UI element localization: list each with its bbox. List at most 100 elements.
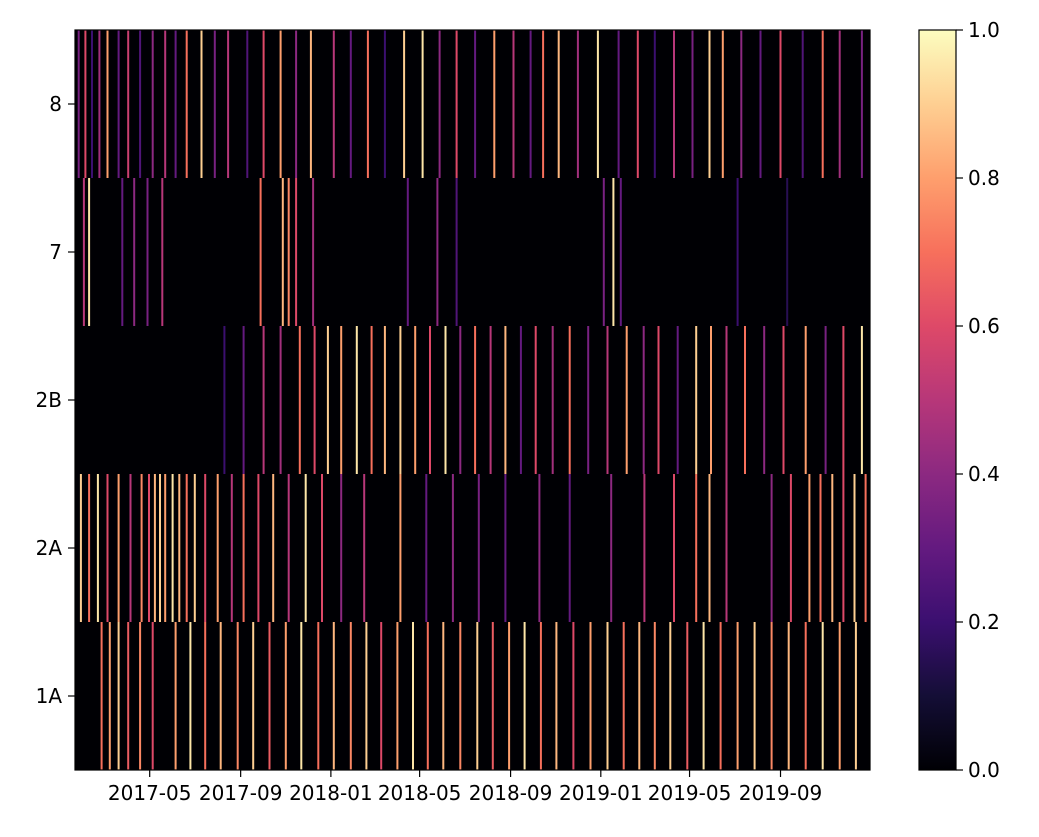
heatmap-stripe-8-41 [708,30,711,178]
heatmap-stripe-7-5 [161,178,164,326]
heatmap-stripe-1a-31 [572,622,575,770]
heatmap-plot-area [75,30,870,770]
heatmap-stripe-2a-26 [399,474,402,622]
heatmap-stripe-8-27 [455,30,458,178]
heatmap-stripe-8-32 [542,30,545,178]
heatmap-stripe-2a-40 [789,474,792,622]
heatmap-stripe-2b-10 [383,326,386,474]
heatmap-stripe-8-37 [636,30,639,178]
heatmap-stripe-1a-20 [396,622,399,770]
heatmap-stripe-1a-42 [753,622,756,770]
heatmap-stripe-8-34 [576,30,579,178]
heatmap-stripe-1a-37 [669,622,672,770]
x-tick-label-3: 2018-05 [378,781,462,805]
heatmap-stripe-7-2 [121,178,124,326]
heatmap-stripe-8-17 [279,30,282,178]
heatmap-stripe-2a-9 [159,474,161,622]
heatmap-stripe-2b-6 [326,326,329,474]
heatmap-stripe-8-47 [821,30,824,178]
heatmap-stripe-1a-26 [491,622,494,770]
heatmap-stripe-8-0 [77,30,80,178]
heatmap-stripe-2b-25 [625,326,628,474]
x-tick-label-0: 2017-05 [108,781,192,805]
heatmap-stripe-2a-46 [864,474,867,622]
heatmap-stripe-2b-34 [782,326,785,474]
heatmap-stripe-8-18 [295,30,298,178]
heatmap-stripe-1a-7 [189,622,192,770]
heatmap-stripe-2a-30 [504,474,507,622]
heatmap-stripe-1a-2 [117,622,120,770]
heatmap-stripe-2b-8 [355,326,358,474]
heatmap-stripe-2b-26 [642,326,645,474]
heatmap-stripe-2a-13 [185,474,188,622]
heatmap-stripe-2b-31 [725,326,728,474]
heatmap-stripe-2a-2 [96,474,99,622]
heatmap-stripe-2b-14 [444,326,447,474]
heatmap-stripe-2a-45 [853,474,856,622]
heatmap-stripe-1a-14 [300,622,303,770]
heatmap-stripe-1a-46 [821,622,824,770]
x-tick-label-2: 2018-01 [289,781,373,805]
heatmap-stripe-1a-39 [702,622,705,770]
heatmap-stripe-2a-4 [117,474,120,622]
heatmap-stripe-1a-27 [508,622,511,770]
heatmap-stripe-2a-16 [216,474,219,622]
colorbar: 0.0 0.2 0.4 0.6 0.8 1.0 [918,18,1000,782]
heatmap-stripe-8-22 [366,30,369,178]
y-tick-label-7: 7 [49,240,62,264]
heatmap-stripe-2a-31 [538,474,541,622]
heatmap-stripe-1a-32 [589,622,592,770]
heatmap-stripe-8-33 [557,30,560,178]
heatmap-stripe-1a-16 [332,622,335,770]
heatmap-stripe-7-11 [406,178,409,326]
x-tick-label-7: 2019-09 [739,781,823,805]
heatmap-stripe-2b-28 [676,326,679,474]
heatmap-stripe-8-38 [653,30,656,178]
x-tick-label-6: 2019-05 [648,781,732,805]
heatmap-stripe-8-29 [493,30,496,178]
heatmap-stripe-8-45 [779,30,782,178]
heatmap-stripe-8-16 [262,30,265,178]
heatmap-stripe-2b-38 [860,326,863,474]
heatmap-stripes [77,30,867,770]
heatmap-stripe-8-8 [151,30,154,178]
heatmap-stripe-2a-39 [770,474,773,622]
heatmap-stripe-2a-20 [272,474,275,622]
heatmap-stripe-8-11 [185,30,188,178]
heatmap-stripe-2b-18 [504,326,507,474]
x-tick-label-4: 2018-09 [469,781,553,805]
heatmap-stripe-2a-28 [451,474,454,622]
heatmap-stripe-8-2 [91,30,93,178]
colorbar-tick-label-3: 0.6 [968,314,1000,338]
heatmap-stripe-7-12 [436,178,439,326]
heatmap-stripe-2a-27 [425,474,428,622]
heatmap-stripe-8-26 [438,30,441,178]
heatmap-stripe-1a-22 [426,622,429,770]
heatmap-stripe-8-23 [383,30,386,178]
heatmap-stripe-7-1 [88,178,91,326]
heatmap-stripe-1a-10 [236,622,239,770]
heatmap-stripe-2a-18 [242,474,245,622]
heatmap-stripe-8-1 [84,30,87,178]
heatmap-stripe-7-0 [82,178,85,326]
heatmap-stripe-2a-17 [230,474,233,622]
heatmap-stripe-2a-37 [708,474,711,622]
heatmap-stripe-1a-12 [268,622,271,770]
heatmap-stripe-7-18 [786,178,789,326]
heatmap-stripe-7-7 [281,178,284,326]
heatmap-background [75,30,870,770]
heatmap-stripe-2b-9 [370,326,373,474]
colorbar-tick-label-5: 1.0 [968,18,1000,42]
y-tick-label-1a: 1A [36,684,63,708]
heatmap-stripe-7-14 [602,178,605,326]
heatmap-stripe-8-24 [403,30,406,178]
heatmap-stripe-7-17 [736,178,739,326]
heatmap-stripe-2a-34 [643,474,646,622]
heatmap-stripe-8-4 [106,30,109,178]
heatmap-stripe-2b-4 [298,326,301,474]
heatmap-stripe-2b-13 [429,326,431,474]
heatmap-stripe-2b-3 [279,326,282,474]
heatmap-stripe-2a-38 [725,474,728,622]
heatmap-stripe-8-5 [117,30,120,178]
heatmap-stripe-1a-13 [284,622,287,770]
